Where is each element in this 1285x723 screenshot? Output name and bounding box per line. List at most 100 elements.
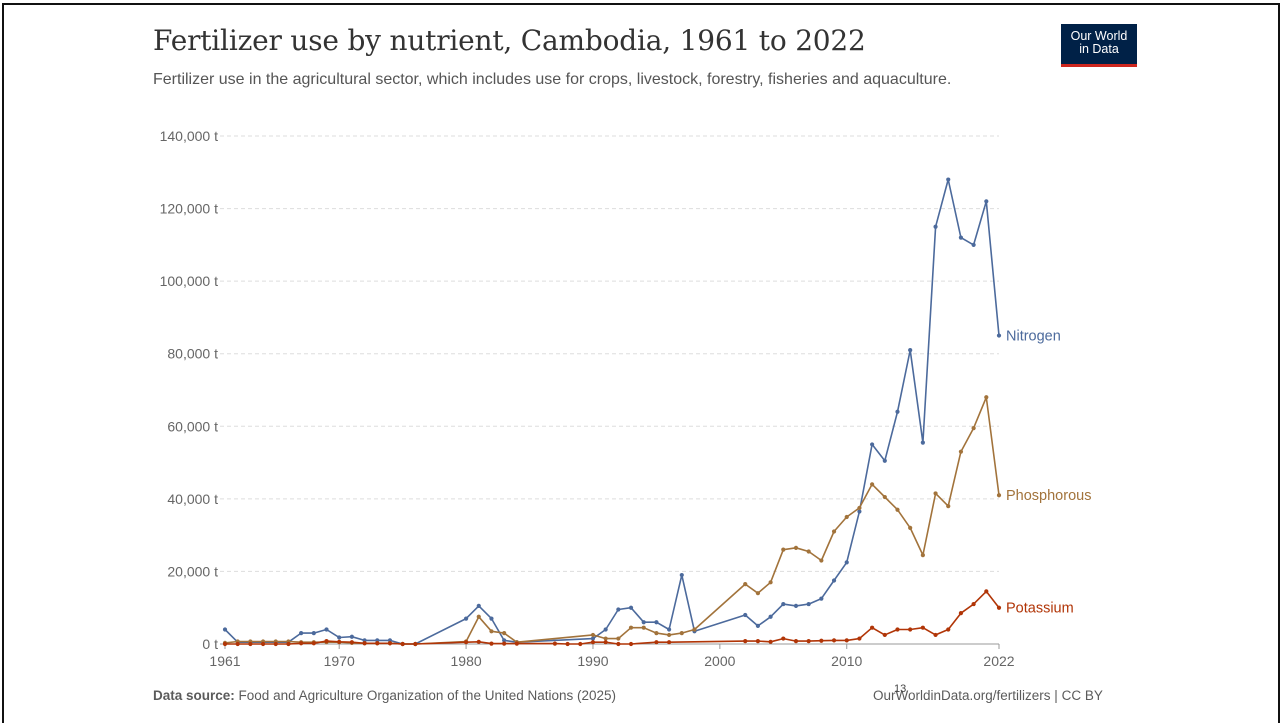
- data-point-potassium: [413, 642, 417, 646]
- data-point-potassium: [324, 639, 328, 643]
- data-point-potassium: [743, 639, 747, 643]
- data-point-phosphorous: [832, 529, 836, 533]
- data-point-nitrogen: [933, 225, 937, 229]
- data-point-nitrogen: [895, 410, 899, 414]
- y-tick-label: 60,000 t: [167, 418, 218, 434]
- data-point-nitrogen: [223, 627, 227, 631]
- data-point-nitrogen: [591, 636, 595, 640]
- data-point-potassium: [248, 642, 252, 646]
- x-tick-label: 2000: [704, 653, 735, 669]
- data-point-potassium: [616, 642, 620, 646]
- series-label-phosphorous: Phosphorous: [1006, 488, 1091, 504]
- x-tick-label: 1961: [209, 653, 240, 669]
- data-point-phosphorous: [756, 591, 760, 595]
- data-point-phosphorous: [997, 493, 1001, 497]
- page-number: 13: [894, 683, 906, 695]
- data-point-potassium: [236, 642, 240, 646]
- series-line-nitrogen: [225, 180, 999, 645]
- data-point-potassium: [553, 642, 557, 646]
- data-point-phosphorous: [794, 546, 798, 550]
- data-point-potassium: [959, 611, 963, 615]
- data-point-phosphorous: [946, 504, 950, 508]
- data-point-nitrogen: [667, 627, 671, 631]
- axis-layer: 0 t20,000 t40,000 t60,000 t80,000 t100,0…: [160, 128, 1015, 669]
- data-point-nitrogen: [324, 627, 328, 631]
- x-tick-label: 1990: [577, 653, 608, 669]
- data-point-potassium: [401, 642, 405, 646]
- data-point-nitrogen: [337, 635, 341, 639]
- series-label-potassium: Potassium: [1006, 601, 1074, 617]
- data-point-potassium: [261, 642, 265, 646]
- y-tick-label: 120,000 t: [160, 201, 218, 217]
- data-point-potassium: [997, 606, 1001, 610]
- data-point-nitrogen: [984, 199, 988, 203]
- data-point-phosphorous: [604, 636, 608, 640]
- data-point-potassium: [819, 639, 823, 643]
- data-point-nitrogen: [464, 617, 468, 621]
- data-point-phosphorous: [591, 633, 595, 637]
- data-point-potassium: [946, 627, 950, 631]
- series-layer: [223, 177, 1001, 646]
- data-point-phosphorous: [933, 491, 937, 495]
- data-point-nitrogen: [857, 509, 861, 513]
- data-point-potassium: [883, 633, 887, 637]
- footer-credit-link[interactable]: OurWorldinData.org/fertilizers | CC BY: [873, 688, 1103, 703]
- data-point-phosphorous: [489, 629, 493, 633]
- data-point-potassium: [591, 640, 595, 644]
- data-point-phosphorous: [502, 631, 506, 635]
- data-point-phosphorous: [769, 580, 773, 584]
- data-source: Data source: Food and Agriculture Organi…: [153, 688, 616, 703]
- data-point-potassium: [502, 642, 506, 646]
- data-point-nitrogen: [972, 243, 976, 247]
- data-point-nitrogen: [997, 333, 1001, 337]
- data-point-nitrogen: [959, 236, 963, 240]
- data-point-nitrogen: [489, 617, 493, 621]
- series-label-layer: Nitrogen Phosphorous Potassium: [1006, 329, 1091, 617]
- data-point-potassium: [769, 640, 773, 644]
- data-point-phosphorous: [807, 549, 811, 553]
- data-point-nitrogen: [616, 607, 620, 611]
- data-point-potassium: [286, 642, 290, 646]
- data-point-potassium: [845, 638, 849, 642]
- data-point-potassium: [299, 641, 303, 645]
- data-point-potassium: [921, 626, 925, 630]
- data-point-potassium: [578, 642, 582, 646]
- data-point-potassium: [870, 626, 874, 630]
- data-point-nitrogen: [832, 578, 836, 582]
- y-tick-label: 140,000 t: [160, 128, 218, 144]
- data-point-nitrogen: [350, 635, 354, 639]
- data-point-phosphorous: [642, 626, 646, 630]
- data-point-potassium: [984, 589, 988, 593]
- series-line-potassium: [225, 591, 999, 644]
- data-point-phosphorous: [616, 636, 620, 640]
- x-tick-label: 1980: [451, 653, 482, 669]
- x-tick-label: 2010: [831, 653, 862, 669]
- data-point-potassium: [667, 640, 671, 644]
- y-tick-label: 0 t: [202, 636, 218, 652]
- data-point-potassium: [908, 627, 912, 631]
- data-point-nitrogen: [299, 631, 303, 635]
- data-point-nitrogen: [743, 613, 747, 617]
- data-point-nitrogen: [477, 604, 481, 608]
- data-point-phosphorous: [972, 426, 976, 430]
- data-point-nitrogen: [819, 597, 823, 601]
- data-point-nitrogen: [807, 602, 811, 606]
- data-point-phosphorous: [984, 395, 988, 399]
- data-point-nitrogen: [946, 177, 950, 181]
- data-point-nitrogen: [756, 624, 760, 628]
- data-point-potassium: [362, 641, 366, 645]
- data-point-potassium: [794, 639, 798, 643]
- data-point-potassium: [756, 639, 760, 643]
- data-point-phosphorous: [667, 633, 671, 637]
- data-point-nitrogen: [312, 631, 316, 635]
- data-point-potassium: [489, 642, 493, 646]
- data-point-phosphorous: [477, 615, 481, 619]
- data-source-text: Food and Agriculture Organization of the…: [239, 688, 616, 703]
- data-source-label: Data source:: [153, 688, 235, 703]
- data-point-nitrogen: [921, 441, 925, 445]
- data-point-nitrogen: [908, 348, 912, 352]
- series-line-phosphorous: [225, 397, 999, 644]
- data-point-nitrogen: [883, 459, 887, 463]
- data-point-phosphorous: [908, 526, 912, 530]
